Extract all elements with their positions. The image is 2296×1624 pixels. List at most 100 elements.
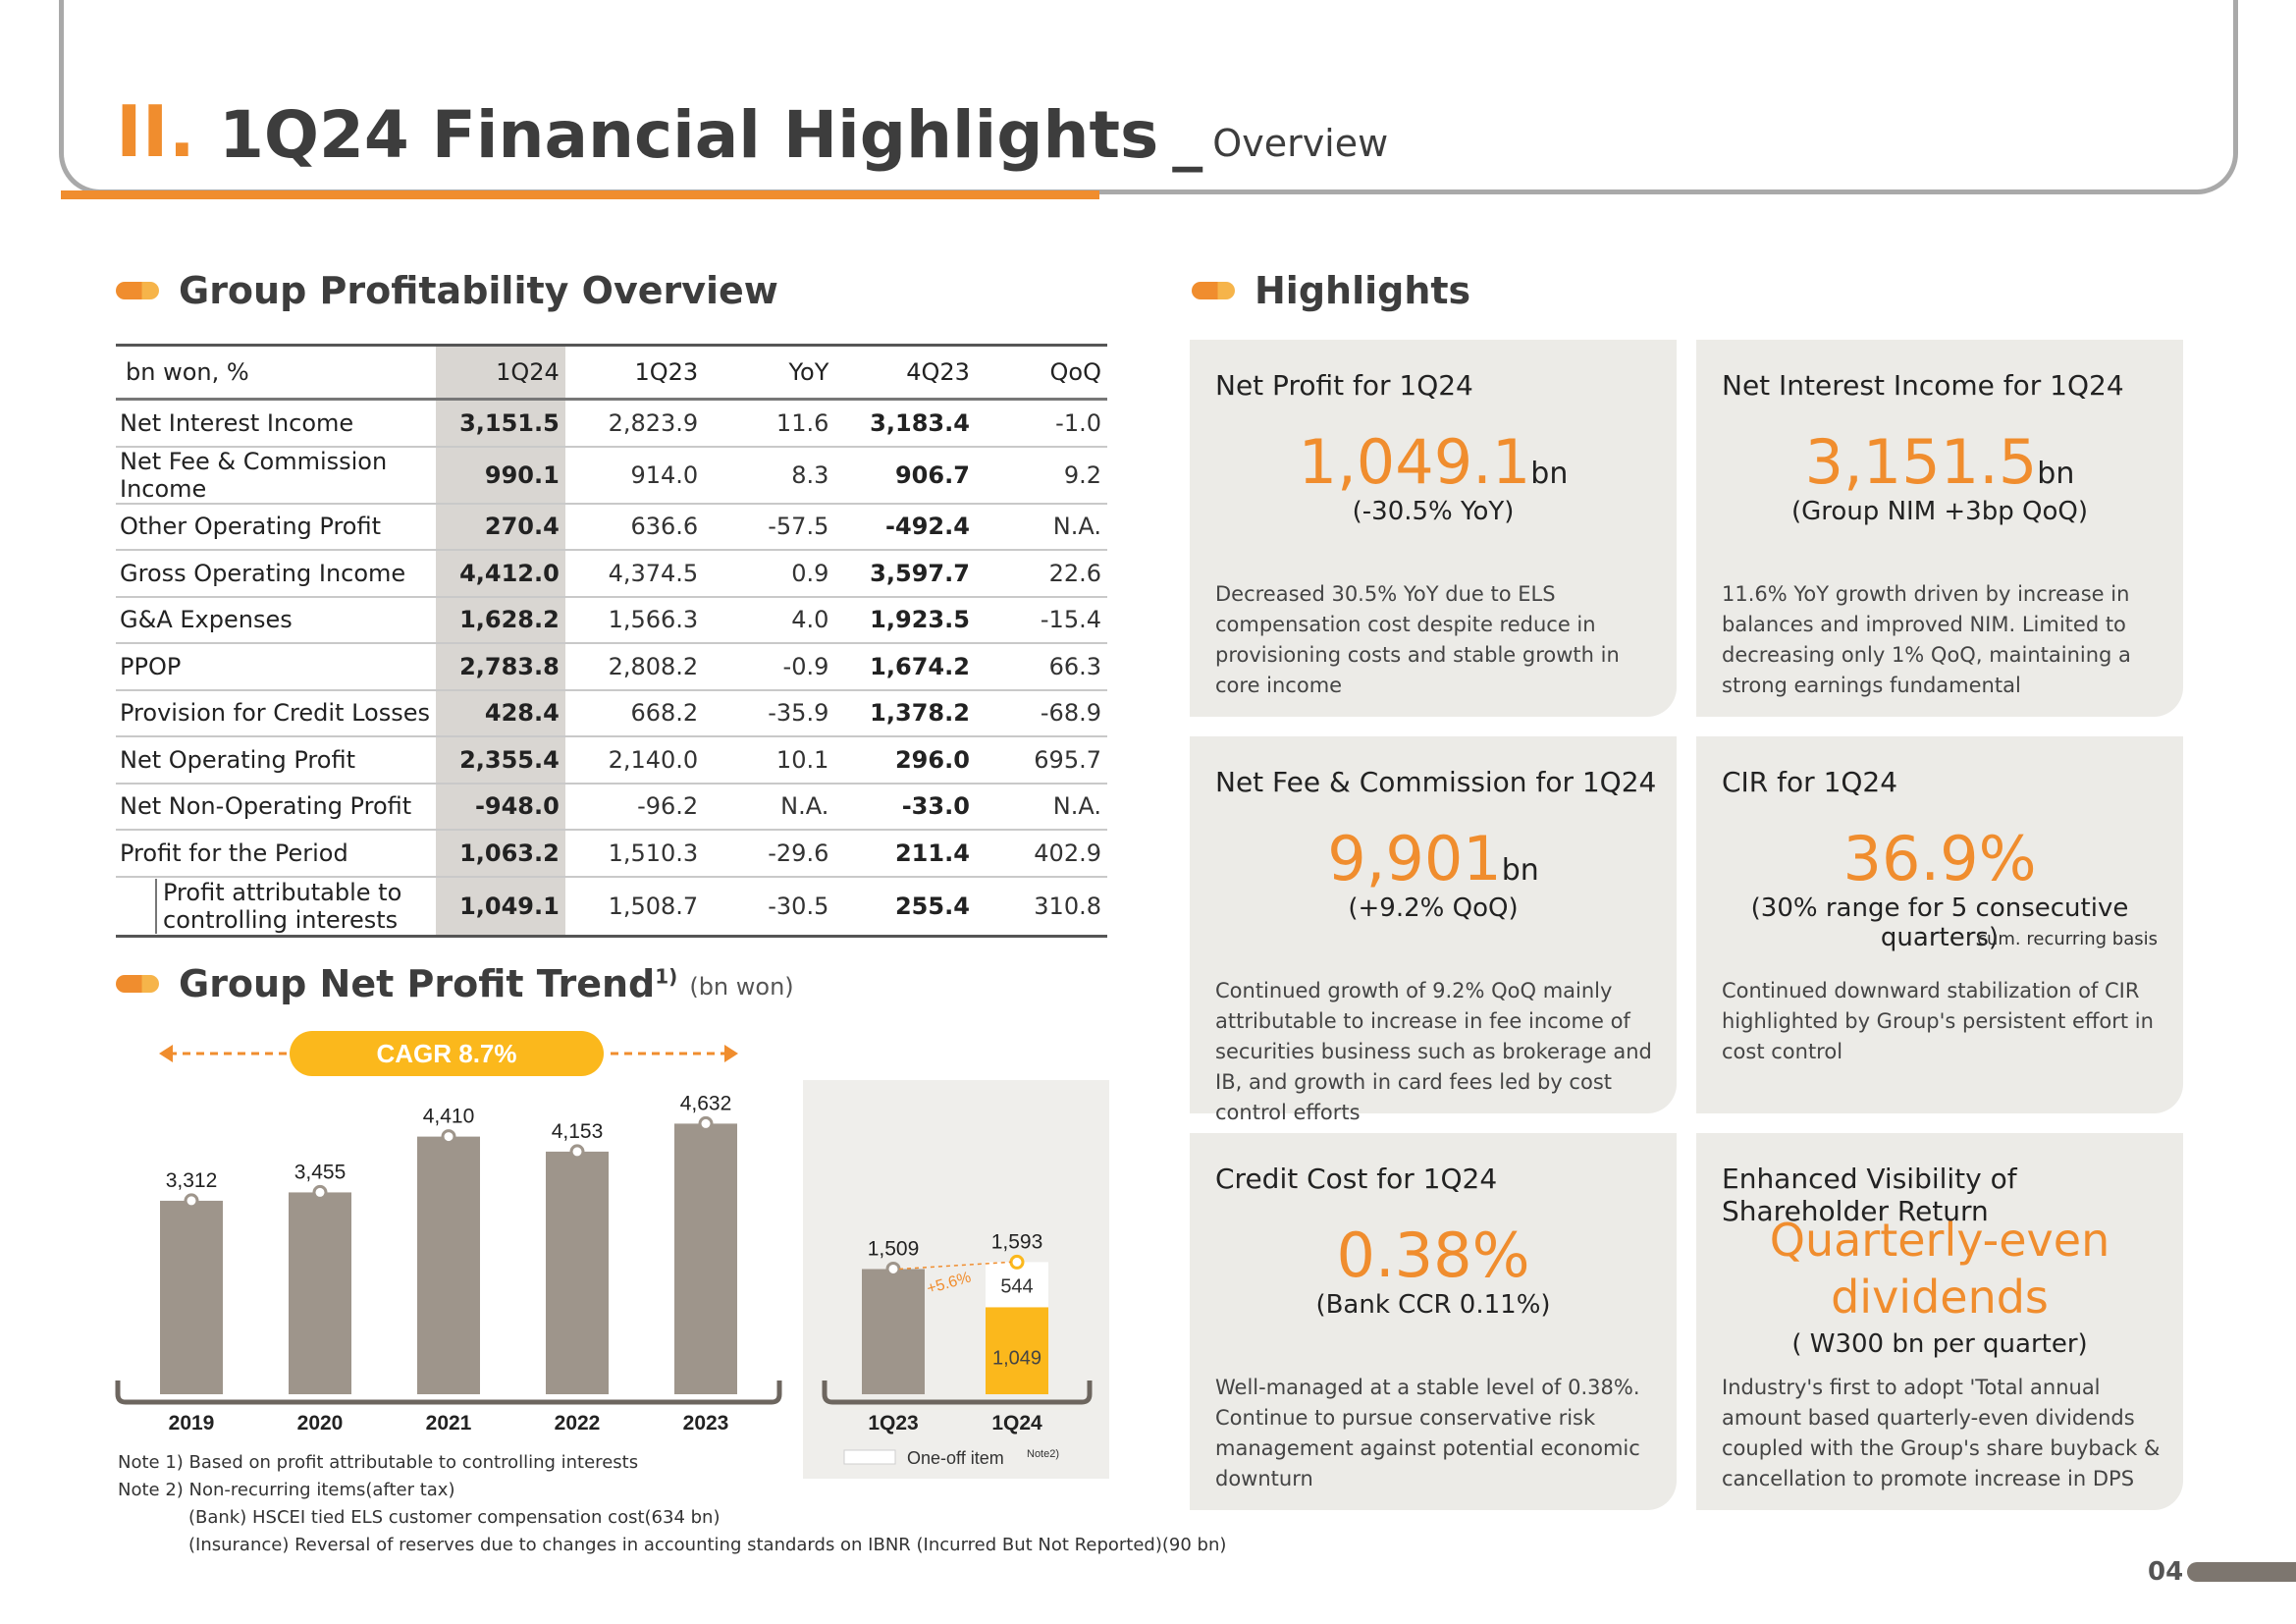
table-cell: 1,674.2 [834, 643, 976, 691]
card-subtext: (-30.5% YoY) [1352, 497, 1515, 526]
card-subtext: (Bank CCR 0.11%) [1315, 1290, 1551, 1320]
bar-1Q23 [862, 1269, 925, 1394]
table-row: Profit for the Period 1,063.2 1,510.3 -29.6… [116, 830, 1107, 878]
table-cell: 990.1 [436, 446, 565, 505]
title-separator: _ [1172, 101, 1203, 173]
legend-swatch [843, 1449, 896, 1465]
card-value: 9,901bn [1327, 823, 1539, 894]
bullet-pill-icon [116, 282, 159, 299]
table-cell: -492.4 [834, 503, 976, 551]
x-tick-label: 1Q23 [868, 1412, 918, 1435]
segment-label: 544 [1000, 1275, 1033, 1297]
bar-value-label: 3,455 [294, 1161, 347, 1183]
table-cell: 255.4 [834, 876, 976, 938]
card-description: Continued growth of 9.2% QoQ mainly attr… [1215, 979, 1652, 1124]
bar-value-label: 3,312 [166, 1169, 218, 1192]
highlight-card-shareholder-return: Enhanced Visibility of Shareholder Retur… [1696, 1133, 2183, 1510]
card-title: Net Profit for 1Q24 [1215, 369, 1473, 402]
table-cell: N.A. [975, 503, 1107, 551]
highlights-heading: Highlights [1192, 269, 1470, 312]
row-label: Profit for the Period [116, 830, 437, 878]
note-2: Note 2) Non-recurring items(after tax) [118, 1480, 455, 1500]
bar-value-label: 1,593 [991, 1230, 1043, 1253]
chart-baseline [822, 1380, 1093, 1405]
table-cell: 668.2 [564, 689, 705, 737]
table-row: Net Fee & Commission Income 990.1 914.0 8.3… [116, 446, 1107, 505]
table-cell: 3,597.7 [834, 550, 976, 598]
table-cell: -29.6 [704, 830, 835, 878]
x-tick-label: 2019 [169, 1412, 215, 1435]
bar-2020 [289, 1192, 351, 1394]
bar-value-label: 1,509 [868, 1237, 920, 1260]
x-tick-label: 2021 [426, 1412, 472, 1435]
card-description: Decreased 30.5% YoY due to ELS compensat… [1215, 582, 1620, 697]
trend-unit-note: (bn won) [689, 973, 794, 1001]
profitability-title: Group Profitability Overview [179, 269, 778, 312]
table-cell: -30.5 [704, 876, 835, 938]
row-label: Gross Operating Income [116, 550, 437, 598]
bar-2022 [546, 1151, 609, 1394]
table-row: Net Non-Operating Profit -948.0 -96.2 N.A. -… [116, 783, 1107, 831]
row-label: Profit attributable to controlling inter… [116, 876, 437, 938]
table-cell: -0.9 [704, 643, 835, 691]
row-label: Net Operating Profit [116, 736, 437, 785]
table-row: G&A Expenses 1,628.2 1,566.3 4.0 1,923.5 -15.… [116, 596, 1107, 644]
row-label: Net Interest Income [116, 399, 437, 448]
cagr-arrowhead-left-icon [159, 1045, 173, 1062]
table-cell: -68.9 [975, 689, 1107, 737]
bar-marker [885, 1261, 901, 1276]
row-label: PPOP [116, 643, 437, 691]
note-2-bank: (Bank) HSCEI tied ELS customer compensat… [188, 1507, 721, 1528]
section-number: II. [116, 90, 195, 173]
table-row: Other Operating Profit 270.4 636.6 -57.5 -49… [116, 503, 1107, 551]
chart-panel [803, 1080, 1109, 1479]
card-subtext: (Group NIM +3bp QoQ) [1791, 497, 2088, 526]
table-header-row: bn won, % 1Q24 1Q23 YoY 4Q23 QoQ [116, 344, 1107, 401]
table-cell: -35.9 [704, 689, 835, 737]
col-header: 1Q23 [564, 344, 705, 401]
footnotes: Note 1) Based on profit attributable to … [118, 1449, 1226, 1559]
highlight-card-credit-cost: Credit Cost for 1Q24 0.38% (Bank CCR 0.1… [1190, 1133, 1677, 1510]
bar-marker [569, 1144, 585, 1160]
bar-marker [312, 1184, 328, 1200]
note-2-insurance: (Insurance) Reversal of reserves due to … [188, 1535, 1227, 1555]
table-cell: 695.7 [975, 736, 1107, 785]
table-cell: 2,355.4 [436, 736, 565, 785]
net-profit-trend-chart: CAGR 8.7% 3,312 2019 3,455 2020 4,410 2021 4,15… [115, 1031, 782, 1435]
table-cell: 1,508.7 [564, 876, 705, 938]
table-cell: 1,049.1 [436, 876, 565, 938]
bar-value-label: 4,632 [680, 1092, 732, 1114]
card-title: CIR for 1Q24 [1722, 766, 1898, 798]
row-label: Other Operating Profit [116, 503, 437, 551]
cagr-arrowhead-right-icon [724, 1045, 738, 1062]
bar-marker [698, 1115, 714, 1131]
card-title: Net Fee & Commission for 1Q24 [1215, 766, 1657, 798]
table-cell: -96.2 [564, 783, 705, 831]
bullet-pill-icon [116, 975, 159, 993]
table-cell: 1,628.2 [436, 596, 565, 644]
highlights-title: Highlights [1255, 269, 1471, 312]
col-header: YoY [704, 344, 835, 401]
row-label: G&A Expenses [116, 596, 437, 644]
table-cell: -948.0 [436, 783, 565, 831]
table-cell: -15.4 [975, 596, 1107, 644]
table-cell: 914.0 [564, 446, 705, 505]
card-subtext: (+9.2% QoQ) [1348, 893, 1519, 923]
table-cell: 2,823.9 [564, 399, 705, 448]
table-cell: 2,140.0 [564, 736, 705, 785]
legend-note: Note2) [1027, 1448, 1059, 1460]
legend-label: One-off item [907, 1448, 1004, 1468]
table-cell: 8.3 [704, 446, 835, 505]
col-header: 1Q24 [436, 344, 565, 401]
header-accent-bar [61, 190, 1099, 199]
table-cell: 66.3 [975, 643, 1107, 691]
table-row: PPOP 2,783.8 2,808.2 -0.9 1,674.2 66.3 [116, 643, 1107, 691]
x-tick-label: 2020 [297, 1412, 344, 1435]
table-cell: 4,374.5 [564, 550, 705, 598]
bar-1Q24-one-off [986, 1262, 1048, 1308]
page-number: 04 [2148, 1557, 2184, 1587]
table-cell: 270.4 [436, 503, 565, 551]
bar-marker [441, 1129, 456, 1145]
table-cell: 1,566.3 [564, 596, 705, 644]
col-header: QoQ [975, 344, 1107, 401]
